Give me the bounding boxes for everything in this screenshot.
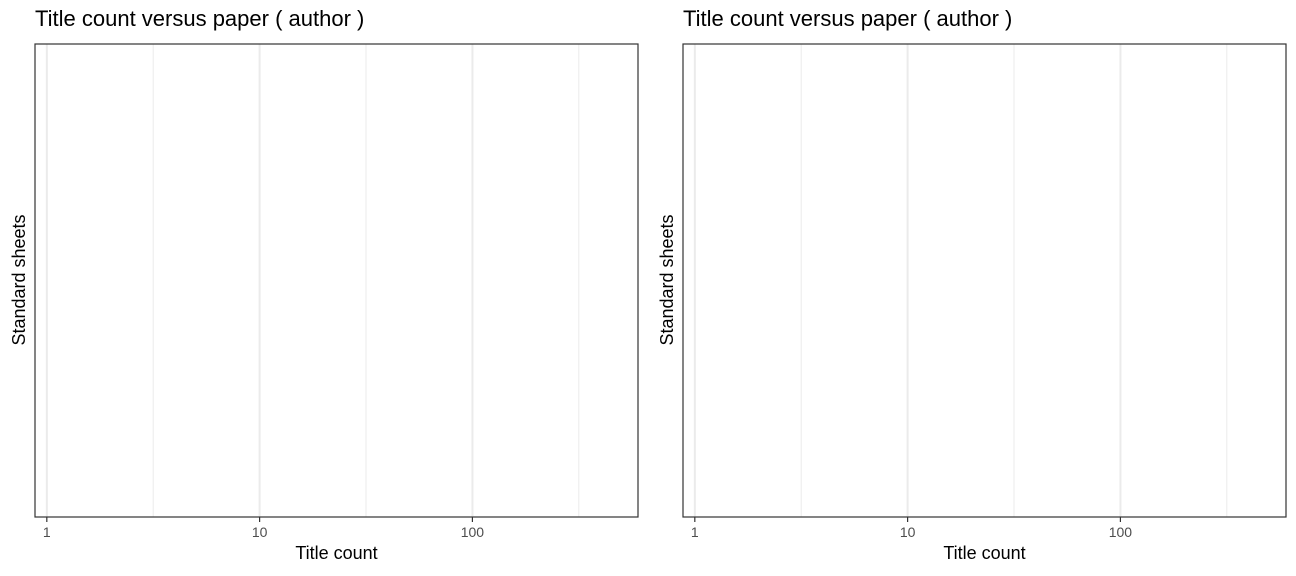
y-axis-label: Standard sheets bbox=[9, 214, 29, 346]
x-tick-label: 100 bbox=[1109, 524, 1133, 540]
plot-area: 1 10 100 bbox=[682, 43, 1287, 540]
y-axis-label: Standard sheets bbox=[657, 214, 677, 346]
x-tick-label: 10 bbox=[900, 524, 916, 540]
panel-background bbox=[35, 44, 638, 517]
x-tick-label: 1 bbox=[691, 524, 699, 540]
chart-panel-left: Title count versus paper ( author ) 1 10 1… bbox=[9, 6, 639, 563]
chart-panel-right: Title count versus paper ( author ) 1 10 1… bbox=[648, 0, 1296, 576]
panel-border bbox=[682, 43, 1287, 518]
x-tick-label: 10 bbox=[252, 524, 268, 540]
x-axis-label: Title count bbox=[295, 543, 378, 563]
panel-background bbox=[683, 44, 1286, 517]
panel-border bbox=[34, 43, 639, 518]
x-axis-label: Title count bbox=[943, 543, 1026, 563]
x-tick-label: 1 bbox=[43, 524, 51, 540]
x-tick-label: 100 bbox=[461, 524, 485, 540]
plot-area: 1 10 100 bbox=[34, 43, 639, 540]
chart-title: Title count versus paper ( author ) bbox=[683, 6, 1013, 31]
chart-title: Title count versus paper ( author ) bbox=[35, 6, 365, 31]
